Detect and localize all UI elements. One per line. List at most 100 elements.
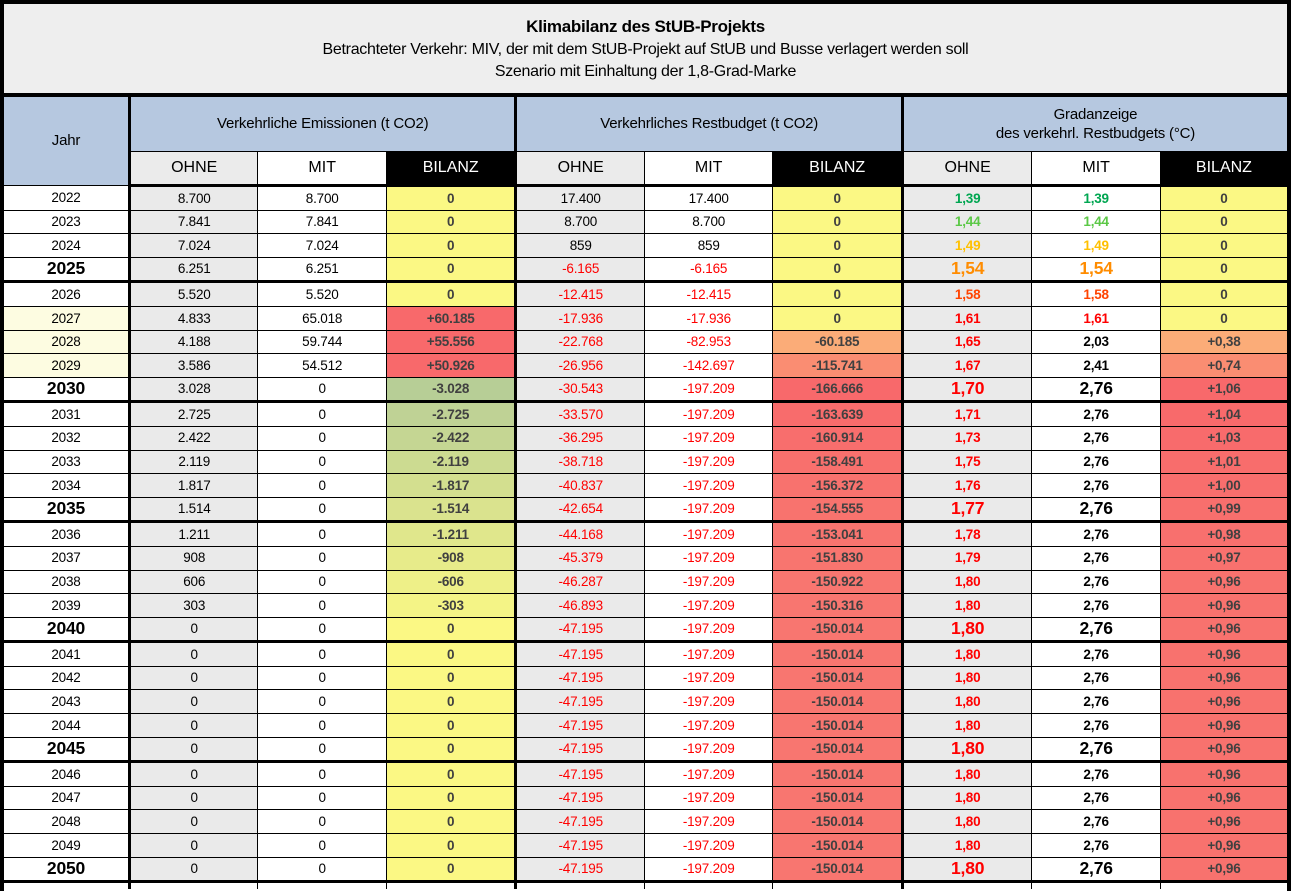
cell-em-ohne: 2.422 <box>129 426 259 451</box>
cell-rb-ohne: -47.195 <box>515 689 645 715</box>
partial-cell <box>644 881 774 890</box>
cell-year: 2039 <box>4 593 131 618</box>
cell-gr-bilanz: +0,96 <box>1160 761 1287 787</box>
cell-rb-mit: -197.209 <box>644 401 774 427</box>
cell-gr-bilanz: +0,97 <box>1160 546 1287 571</box>
cell-rb-bilanz: -150.922 <box>772 570 904 595</box>
cell-gr-ohne: 1,80 <box>902 786 1033 811</box>
cell-em-bilanz: 0 <box>386 257 518 284</box>
cell-year: 2031 <box>4 401 131 427</box>
row-2035: 2035 1.514 0 -1.514 -42.654 -197.209 -154.555 1… <box>4 497 1287 524</box>
cell-rb-mit: -197.209 <box>644 713 774 738</box>
cell-rb-bilanz: 0 <box>772 185 904 211</box>
cell-rb-bilanz: 0 <box>772 306 904 331</box>
cell-rb-ohne: -46.287 <box>515 570 645 595</box>
cell-gr-bilanz: +0,96 <box>1160 617 1287 644</box>
cell-rb-bilanz: -150.014 <box>772 786 904 811</box>
cell-em-mit: 0 <box>257 450 387 475</box>
subheader-rb-bilanz: BILANZ <box>772 151 904 187</box>
partial-cell <box>515 881 645 890</box>
cell-rb-ohne: -47.195 <box>515 761 645 787</box>
cell-rb-ohne: -30.543 <box>515 377 645 404</box>
cell-rb-bilanz: -154.555 <box>772 497 904 524</box>
cell-gr-mit: 2,76 <box>1031 473 1161 498</box>
cell-gr-mit: 2,41 <box>1031 353 1161 378</box>
cell-year: 2024 <box>4 233 131 258</box>
row-2024: 2024 7.024 7.024 0 859 859 0 1,49 1,49 0 <box>4 233 1287 258</box>
cell-em-mit: 0 <box>257 786 387 811</box>
cell-em-bilanz: -1.817 <box>386 473 518 498</box>
cell-year: 2038 <box>4 570 131 595</box>
row-2044: 2044 0 0 0 -47.195 -197.209 -150.014 1,80 2,76 +0… <box>4 713 1287 738</box>
cell-em-ohne: 7.024 <box>129 233 259 258</box>
cell-em-ohne: 8.700 <box>129 185 259 211</box>
row-2030: 2030 3.028 0 -3.028 -30.543 -197.209 -166.666 1… <box>4 377 1287 404</box>
row-2034: 2034 1.817 0 -1.817 -40.837 -197.209 -156.372 1… <box>4 473 1287 498</box>
cell-em-bilanz: 0 <box>386 809 518 835</box>
cell-rb-bilanz: -150.014 <box>772 617 904 644</box>
cell-rb-ohne: -47.195 <box>515 786 645 811</box>
cell-em-ohne: 0 <box>129 737 259 764</box>
cell-rb-ohne: -47.195 <box>515 833 645 858</box>
cell-em-ohne: 1.211 <box>129 521 259 547</box>
row-2036: 2036 1.211 0 -1.211 -44.168 -197.209 -153.041 1… <box>4 521 1287 547</box>
cell-em-ohne: 0 <box>129 617 259 644</box>
cell-gr-bilanz: +1,06 <box>1160 377 1287 404</box>
partial-row <box>4 881 1287 890</box>
cell-gr-ohne: 1,78 <box>902 521 1033 547</box>
row-2047: 2047 0 0 0 -47.195 -197.209 -150.014 1,80 2,76 +0… <box>4 786 1287 811</box>
cell-rb-mit: -197.209 <box>644 593 774 618</box>
cell-em-mit: 0 <box>257 809 387 835</box>
cell-rb-ohne: -26.956 <box>515 353 645 378</box>
cell-em-ohne: 1.817 <box>129 473 259 498</box>
cell-em-ohne: 0 <box>129 641 259 667</box>
cell-rb-bilanz: -150.014 <box>772 666 904 691</box>
cell-em-ohne: 0 <box>129 689 259 715</box>
cell-gr-bilanz: +0,96 <box>1160 689 1287 715</box>
cell-em-bilanz: 0 <box>386 666 518 691</box>
cell-gr-bilanz: 0 <box>1160 185 1287 211</box>
cell-gr-ohne: 1,75 <box>902 450 1033 475</box>
cell-em-ohne: 0 <box>129 833 259 858</box>
cell-rb-mit: -197.209 <box>644 857 774 884</box>
cell-em-ohne: 4.188 <box>129 330 259 355</box>
cell-em-bilanz: 0 <box>386 737 518 764</box>
cell-gr-bilanz: +1,03 <box>1160 426 1287 451</box>
cell-rb-bilanz: -60.185 <box>772 330 904 355</box>
cell-gr-bilanz: 0 <box>1160 210 1287 235</box>
cell-gr-bilanz: +0,96 <box>1160 570 1287 595</box>
cell-gr-mit: 2,76 <box>1031 546 1161 571</box>
cell-gr-ohne: 1,39 <box>902 185 1033 211</box>
cell-em-mit: 0 <box>257 666 387 691</box>
cell-gr-bilanz: +0,96 <box>1160 593 1287 618</box>
cell-rb-mit: -197.209 <box>644 546 774 571</box>
cell-rb-mit: -197.209 <box>644 497 774 524</box>
cell-gr-bilanz: +0,96 <box>1160 737 1287 764</box>
cell-em-mit: 0 <box>257 761 387 787</box>
row-2023: 2023 7.841 7.841 0 8.700 8.700 0 1,44 1,44 0 <box>4 210 1287 235</box>
cell-gr-bilanz: +1,01 <box>1160 450 1287 475</box>
cell-gr-mit: 2,76 <box>1031 689 1161 715</box>
row-2042: 2042 0 0 0 -47.195 -197.209 -150.014 1,80 2,76 +0… <box>4 666 1287 691</box>
cell-gr-ohne: 1,44 <box>902 210 1033 235</box>
cell-em-mit: 0 <box>257 617 387 644</box>
cell-gr-bilanz: +0,96 <box>1160 713 1287 738</box>
partial-cell <box>257 881 387 890</box>
page-title: Klimabilanz des StUB-Projekts <box>526 16 765 36</box>
row-2033: 2033 2.119 0 -2.119 -38.718 -197.209 -158.491 1… <box>4 450 1287 475</box>
cell-gr-ohne: 1,71 <box>902 401 1033 427</box>
cell-rb-bilanz: -150.014 <box>772 737 904 764</box>
cell-gr-bilanz: +0,74 <box>1160 353 1287 378</box>
cell-rb-bilanz: 0 <box>772 233 904 258</box>
cell-year: 2046 <box>4 761 131 787</box>
cell-gr-bilanz: 0 <box>1160 233 1287 258</box>
cell-year: 2034 <box>4 473 131 498</box>
subheader-em-mit: MIT <box>257 151 387 187</box>
cell-gr-ohne: 1,67 <box>902 353 1033 378</box>
cell-rb-ohne: -17.936 <box>515 306 645 331</box>
cell-em-mit: 0 <box>257 473 387 498</box>
cell-gr-ohne: 1,73 <box>902 426 1033 451</box>
cell-gr-ohne: 1,76 <box>902 473 1033 498</box>
cell-rb-mit: 8.700 <box>644 210 774 235</box>
cell-gr-ohne: 1,79 <box>902 546 1033 571</box>
